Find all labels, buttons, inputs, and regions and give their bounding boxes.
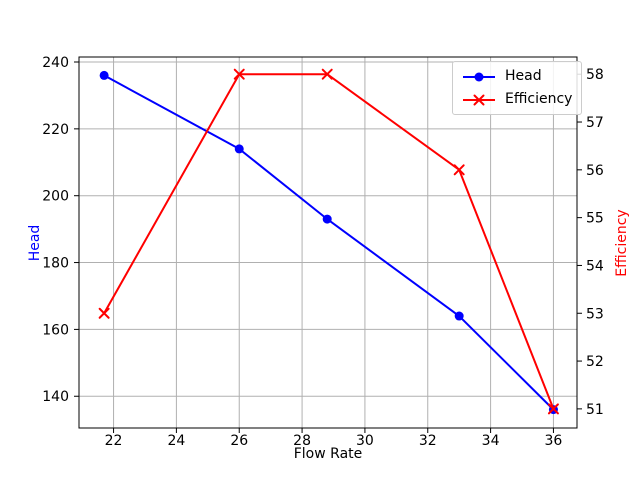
head-line-marker-icon (463, 72, 495, 81)
left-y-tick-label: 220 (42, 122, 69, 138)
x-tick-label: 24 (167, 433, 185, 449)
right-y-tick-label: 52 (586, 354, 604, 370)
x-marker (98, 307, 110, 319)
x-marker (453, 164, 465, 176)
x-axis-label: Flow Rate (293, 446, 363, 462)
x-marker (321, 68, 333, 80)
circle-marker (234, 144, 244, 154)
x-marker (233, 68, 245, 80)
right-y-tick-label: 56 (586, 163, 604, 179)
circle-marker (99, 70, 109, 80)
left-y-tick-label: 180 (42, 256, 69, 272)
legend-label-head: Head (505, 68, 542, 84)
right-y-tick-label: 51 (586, 402, 604, 418)
axes-frame (78, 56, 578, 429)
x-tick-label: 34 (482, 433, 500, 449)
efficiency-line (103, 73, 555, 410)
x-tick-label: 36 (545, 433, 563, 449)
right-y-tick-label: 55 (586, 211, 604, 227)
x-tick-label: 22 (105, 433, 123, 449)
x-marker (473, 94, 485, 105)
x-tick-label: 26 (230, 433, 248, 449)
right-y-tick-label: 53 (586, 306, 604, 322)
circle-marker (322, 214, 332, 224)
legend-item-head: Head (462, 67, 572, 86)
left-y-tick-label: 140 (42, 389, 69, 405)
x-tick-label: 32 (419, 433, 437, 449)
left-y-tick-label: 240 (42, 55, 69, 71)
right-y-axis-label: Efficiency (614, 209, 630, 277)
x-tick-label: 30 (356, 433, 374, 449)
efficiency-line-marker-icon (463, 94, 495, 105)
right-y-tick-label: 57 (586, 115, 604, 131)
legend-item-efficiency: Efficiency (462, 90, 572, 109)
circle-marker (474, 72, 484, 81)
left-y-tick-label: 160 (42, 322, 69, 338)
left-y-tick-label: 200 (42, 189, 69, 205)
x-tick-label: 28 (293, 433, 311, 449)
legend: Head Efficiency (452, 61, 583, 115)
right-y-tick-label: 58 (586, 67, 604, 83)
circle-marker (454, 311, 464, 321)
head-line (103, 74, 555, 411)
x-marker (547, 403, 559, 415)
right-y-tick-label: 54 (586, 258, 604, 274)
legend-label-efficiency: Efficiency (505, 91, 573, 107)
left-y-axis-label: Head (27, 224, 43, 262)
